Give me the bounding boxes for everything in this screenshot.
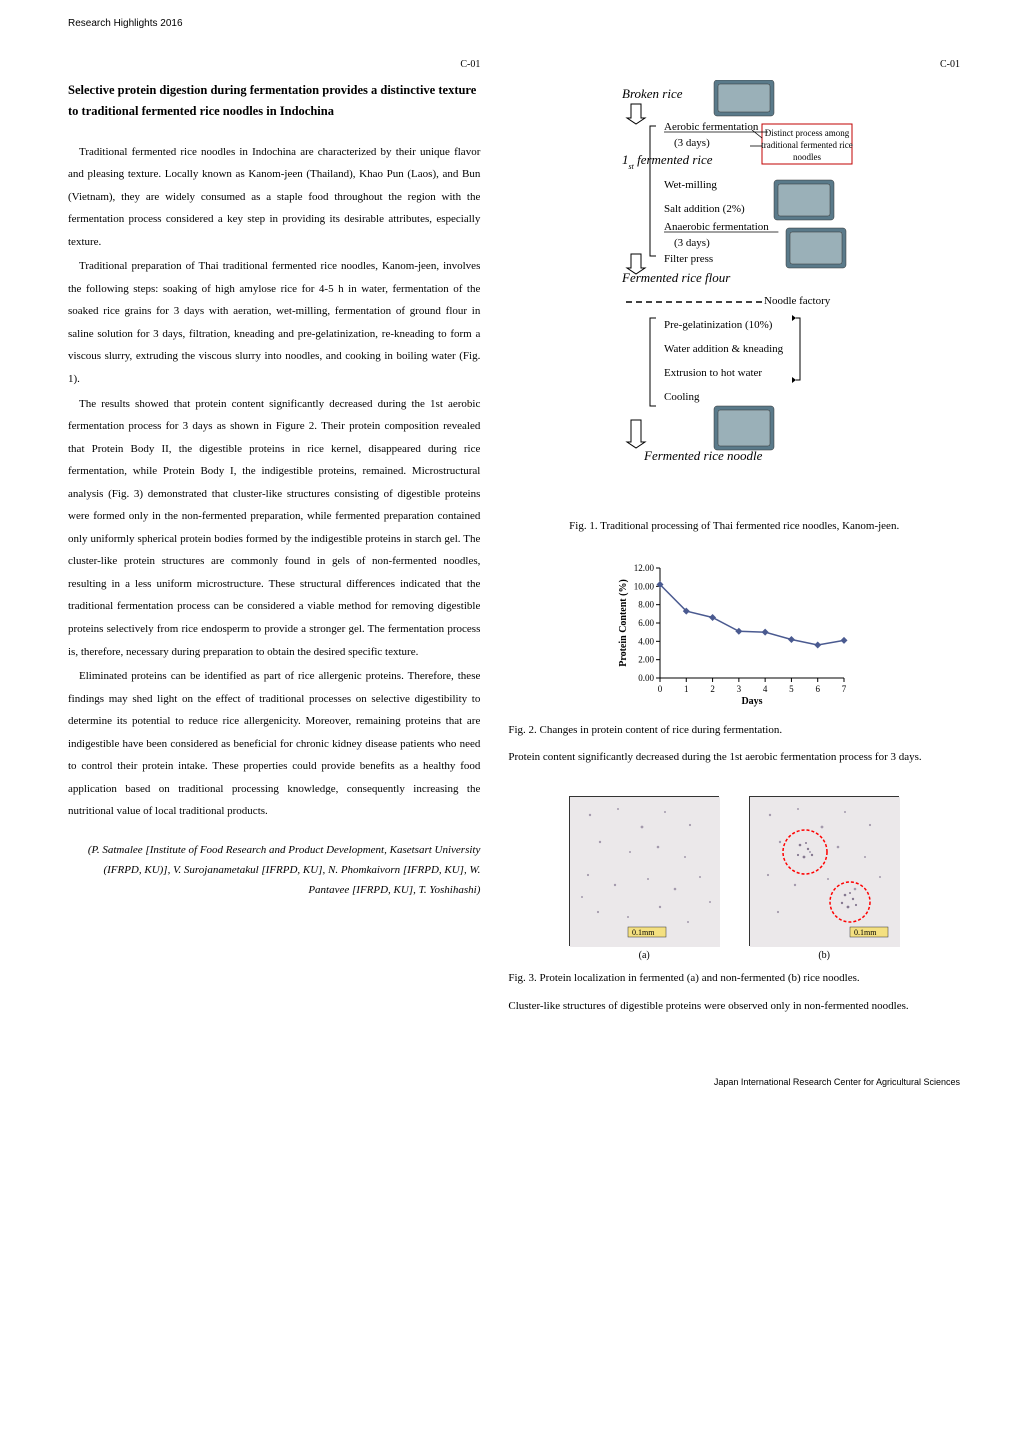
svg-text:Pre-gelatinization (10%): Pre-gelatinization (10%) bbox=[664, 319, 773, 331]
page-body: C-01 Selective protein digestion during … bbox=[0, 29, 1020, 1057]
svg-text:0: 0 bbox=[658, 684, 663, 694]
svg-text:Days: Days bbox=[742, 696, 763, 707]
scale-text-a: 0.1mm bbox=[632, 928, 655, 937]
svg-text:6.00: 6.00 bbox=[638, 618, 654, 628]
scale-bar-b: 0.1mm bbox=[850, 927, 888, 937]
paragraph-3: The results showed that protein content … bbox=[68, 393, 480, 664]
svg-text:noodles: noodles bbox=[793, 152, 821, 162]
svg-text:Wet-milling: Wet-milling bbox=[664, 179, 717, 191]
svg-text:12.00: 12.00 bbox=[634, 563, 655, 573]
svg-text:Fermented rice flour: Fermented rice flour bbox=[621, 270, 731, 285]
figure-2-chart: 0.00 2.00 4.00 6.00 8.00 10.00 12.00 0 1 2 3 4 5 6 7 Da… bbox=[614, 558, 854, 708]
svg-text:4.00: 4.00 bbox=[638, 636, 654, 646]
paragraph-2: Traditional preparation of Thai traditio… bbox=[68, 255, 480, 390]
svg-text:8.00: 8.00 bbox=[638, 599, 654, 609]
figure-2-caption: Fig. 2. Changes in protein content of ri… bbox=[508, 721, 960, 741]
paragraph-4: Eliminated proteins can be identified as… bbox=[68, 665, 480, 823]
svg-text:Fermented rice noodle: Fermented rice noodle bbox=[643, 448, 763, 463]
svg-text:Noodle factory: Noodle factory bbox=[764, 295, 831, 307]
svg-text:Salt addition (2%): Salt addition (2%) bbox=[664, 203, 745, 215]
svg-text:Extrusion to hot water: Extrusion to hot water bbox=[664, 367, 762, 379]
svg-text:Aerobic fermentation: Aerobic fermentation bbox=[664, 121, 759, 133]
svg-text:7: 7 bbox=[842, 684, 847, 694]
svg-text:(3 days): (3 days) bbox=[674, 137, 710, 149]
paragraph-1: Traditional fermented rice noodles in In… bbox=[68, 141, 480, 254]
scale-text-b: 0.1mm bbox=[854, 928, 877, 937]
figure-3-label-b: (b) bbox=[749, 950, 899, 961]
figure-1-flowchart: Distinct process among traditional fermen… bbox=[564, 80, 904, 510]
figure-3-panel-b: 0.1mm (b) bbox=[749, 796, 899, 961]
svg-text:traditional fermented rice: traditional fermented rice bbox=[761, 140, 852, 150]
svg-text:10.00: 10.00 bbox=[634, 581, 655, 591]
figure-2-wrap: 0.00 2.00 4.00 6.00 8.00 10.00 12.00 0 1 2 3 4 5 6 7 Da… bbox=[508, 558, 960, 769]
left-column: C-01 Selective protein digestion during … bbox=[68, 59, 480, 1017]
scale-bar-a: 0.1mm bbox=[628, 927, 666, 937]
svg-text:6: 6 bbox=[816, 684, 821, 694]
figure-3-panel-a: 0.1mm (a) bbox=[569, 796, 719, 961]
svg-text:3: 3 bbox=[737, 684, 742, 694]
figure-3-subcaption: Cluster-like structures of digestible pr… bbox=[508, 997, 960, 1017]
svg-text:Filter press: Filter press bbox=[664, 253, 713, 265]
right-column: C-01 Distinct process among traditional f… bbox=[508, 59, 960, 1017]
svg-text:1: 1 bbox=[684, 684, 689, 694]
micrograph-a: 0.1mm bbox=[570, 797, 720, 947]
svg-text:Water addition & kneading: Water addition & kneading bbox=[664, 343, 784, 355]
authors: (P. Satmalee [Institute of Food Research… bbox=[68, 841, 480, 900]
page-footer: Japan International Research Center for … bbox=[0, 1057, 1020, 1105]
svg-text:2.00: 2.00 bbox=[638, 654, 654, 664]
svg-text:Broken rice: Broken rice bbox=[622, 86, 683, 101]
svg-text:1st fermented rice: 1st fermented rice bbox=[622, 152, 713, 171]
svg-text:4: 4 bbox=[763, 684, 768, 694]
section-code-left: C-01 bbox=[68, 59, 480, 70]
svg-text:Protein Content (%): Protein Content (%) bbox=[618, 579, 629, 667]
svg-text:(3 days): (3 days) bbox=[674, 237, 710, 249]
svg-text:Anaerobic fermentation: Anaerobic fermentation bbox=[664, 221, 769, 233]
figure-3-wrap: 0.1mm (a) bbox=[508, 796, 960, 1017]
svg-text:2: 2 bbox=[710, 684, 715, 694]
figure-3-image-a: 0.1mm bbox=[569, 796, 719, 946]
svg-text:5: 5 bbox=[789, 684, 794, 694]
figure-1-caption: Fig. 1. Traditional processing of Thai f… bbox=[508, 518, 960, 536]
section-code-right: C-01 bbox=[508, 59, 960, 70]
svg-text:0.00: 0.00 bbox=[638, 673, 654, 683]
figure-2-subcaption: Protein content significantly decreased … bbox=[508, 748, 960, 768]
page-header: Research Highlights 2016 bbox=[0, 0, 1020, 29]
article-title: Selective protein digestion during ferme… bbox=[68, 80, 480, 123]
figure-3-image-b: 0.1mm bbox=[749, 796, 899, 946]
figure-3-caption: Fig. 3. Protein localization in fermente… bbox=[508, 969, 960, 989]
svg-text:Cooling: Cooling bbox=[664, 391, 700, 403]
figure-3-label-a: (a) bbox=[569, 950, 719, 961]
svg-text:Distinct process among: Distinct process among bbox=[765, 128, 850, 138]
micrograph-b: 0.1mm bbox=[750, 797, 900, 947]
